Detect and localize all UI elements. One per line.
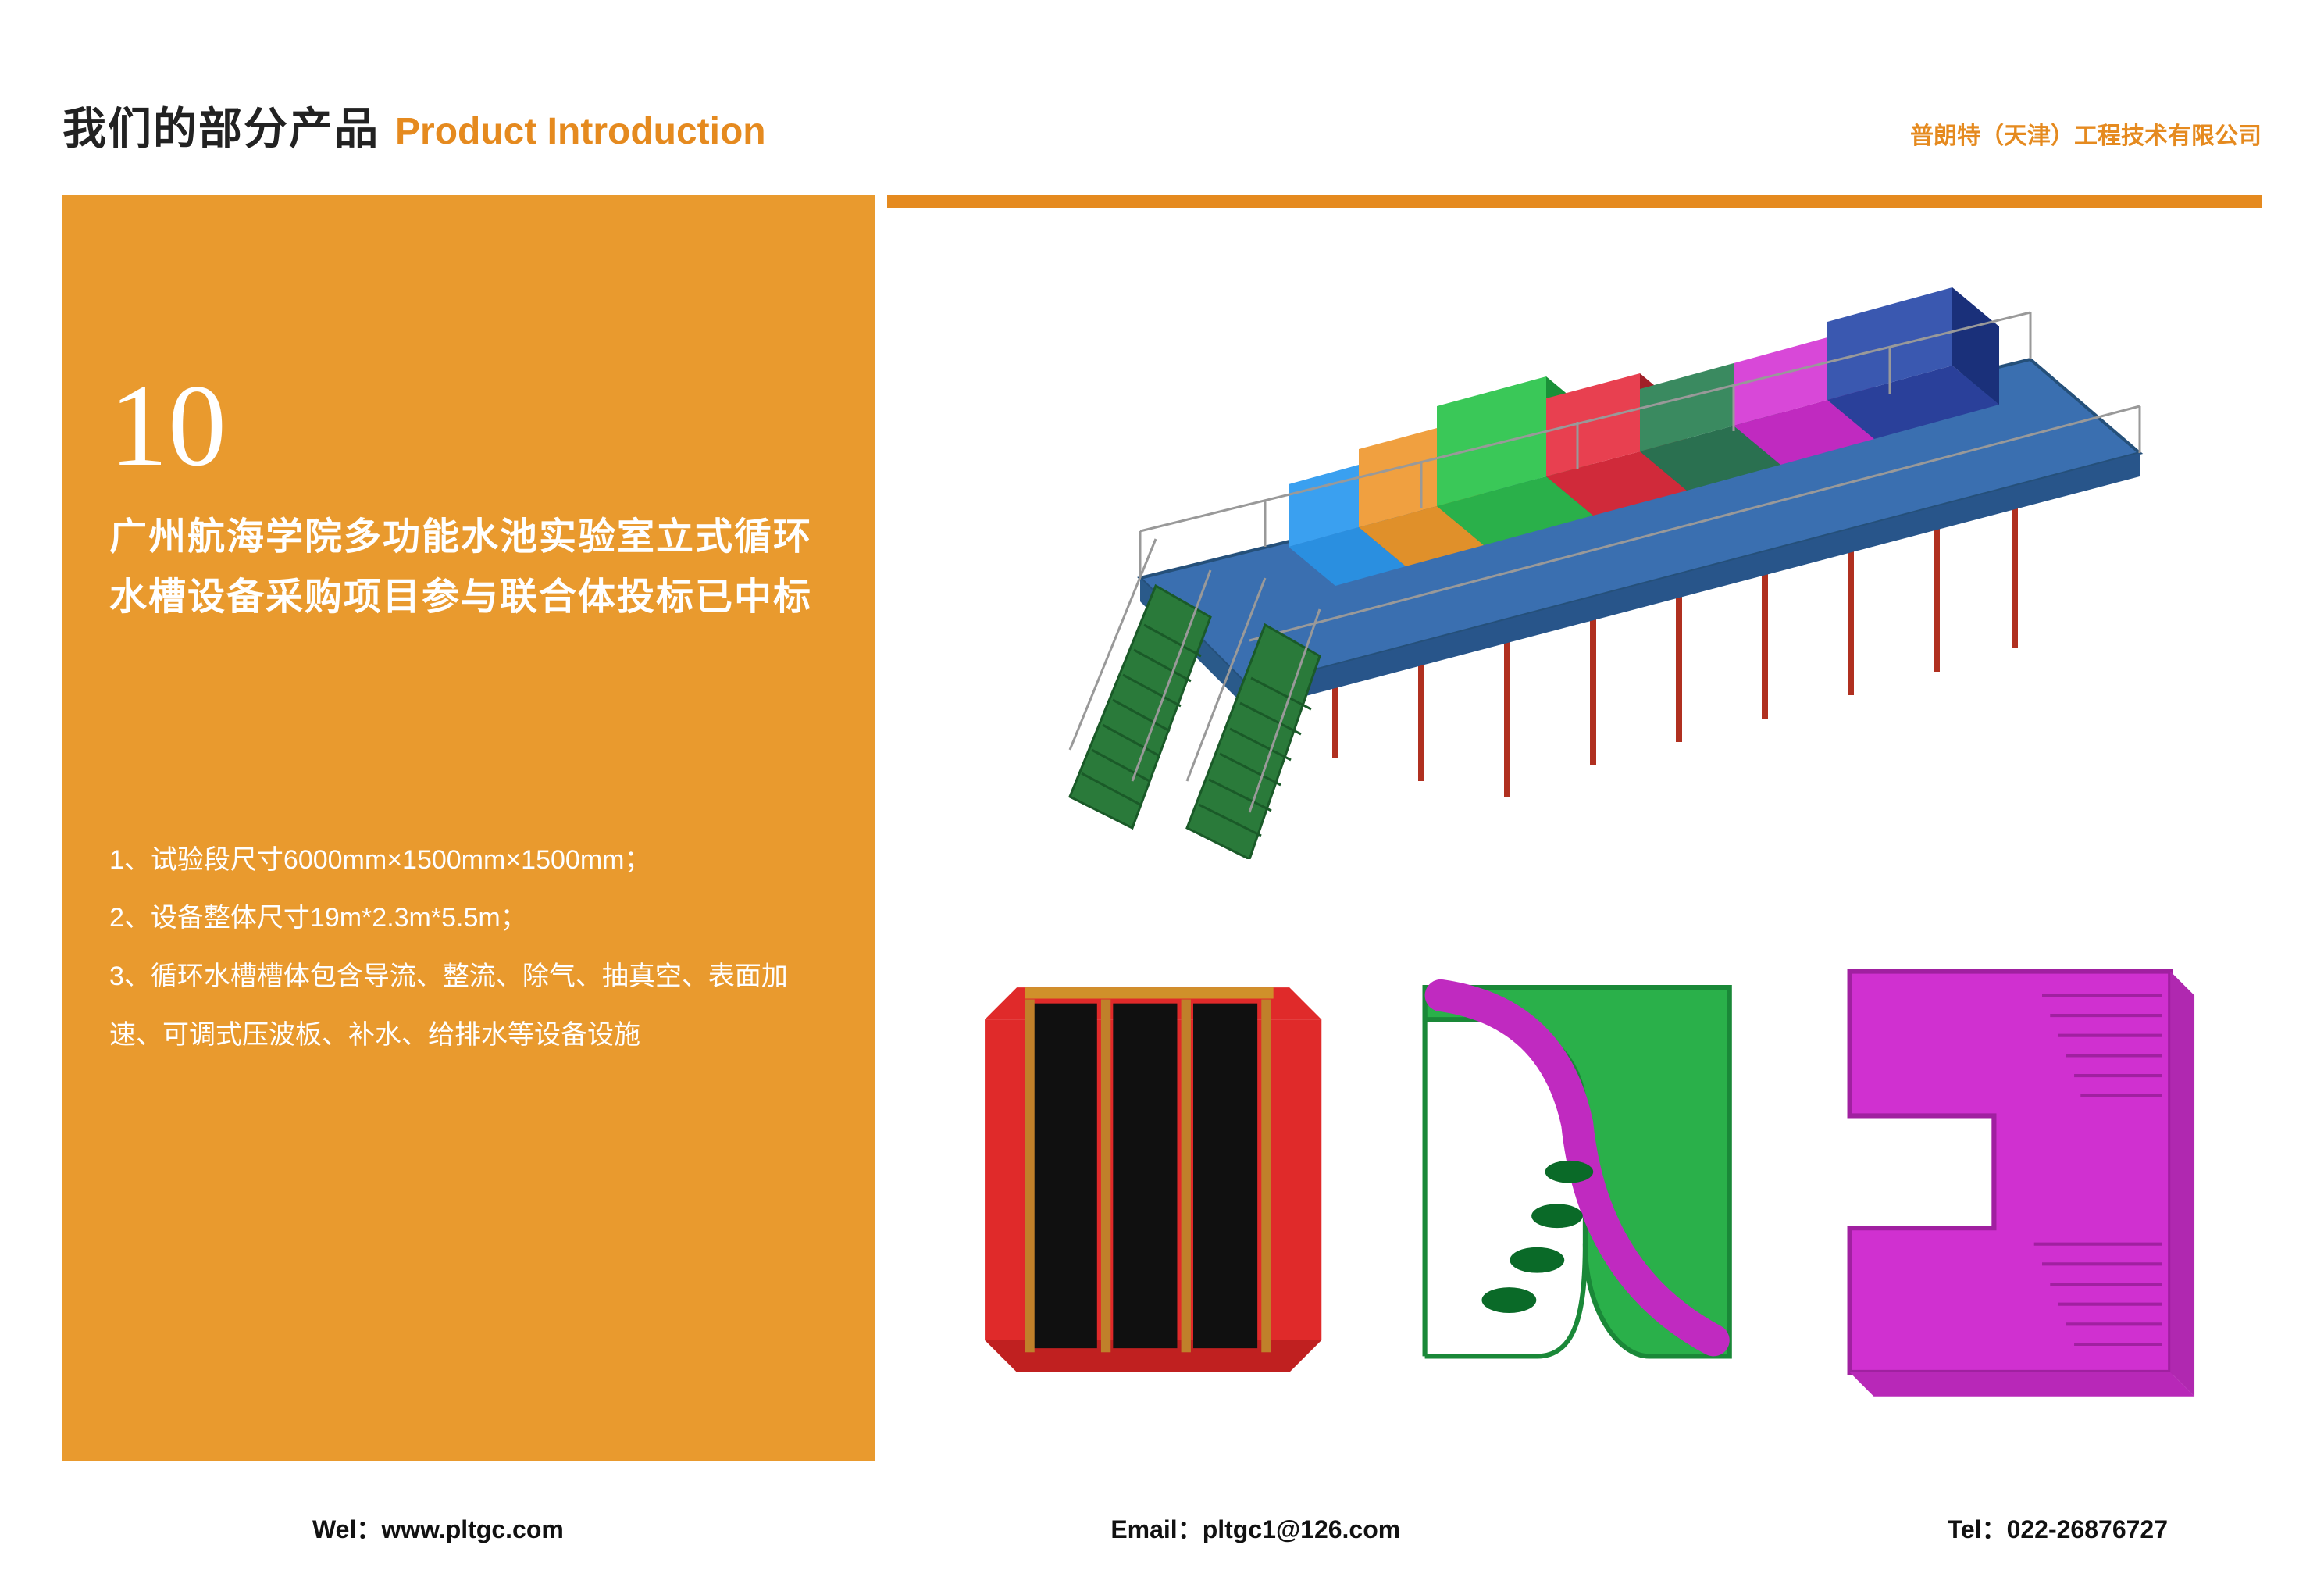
rectifier-icon <box>953 922 1353 1406</box>
detail-contraction <box>1377 922 1777 1406</box>
spec-line-3: 3、循环水槽槽体包含导流、整流、除气、抽真空、表面加速、可调式压波板、补水、给排… <box>109 947 828 1065</box>
render-area <box>906 219 2218 1437</box>
header-left: 我们的部分产品 Product Introduction <box>62 94 766 157</box>
platform-isometric-icon <box>953 250 2171 859</box>
diffuser-icon <box>1802 922 2202 1406</box>
footer: Wel：www.pltgc.com Email：pltgc1@126.com T… <box>312 1510 2168 1546</box>
web-label: Wel： <box>312 1515 381 1543</box>
footer-email: Email：pltgc1@126.com <box>1110 1510 1400 1546</box>
detail-rectifier <box>953 922 1353 1406</box>
project-panel: 10 广州航海学院多功能水池实验室立式循环水槽设备采购项目参与联合体投标已中标 … <box>62 195 875 1461</box>
header: 我们的部分产品 Product Introduction 普朗特（天津）工程技术… <box>62 94 2262 157</box>
project-number: 10 <box>109 367 828 484</box>
footer-tel: Tel：022-26876727 <box>1948 1510 2168 1546</box>
accent-bar <box>887 195 2262 208</box>
footer-web: Wel：www.pltgc.com <box>312 1510 564 1546</box>
spec-line-1: 1、试验段尺寸6000mm×1500mm×1500mm； <box>109 831 828 890</box>
detail-renders <box>953 922 2202 1406</box>
title-cn: 我们的部分产品 <box>62 94 380 157</box>
contraction-icon <box>1377 922 1777 1406</box>
company-name: 普朗特（天津）工程技术有限公司 <box>1910 116 2262 151</box>
email-label: Email： <box>1110 1515 1202 1543</box>
project-title: 广州航海学院多功能水池实验室立式循环水槽设备采购项目参与联合体投标已中标 <box>109 508 828 628</box>
tel-value: 022-26876727 <box>2007 1515 2168 1543</box>
detail-diffuser <box>1802 922 2202 1406</box>
project-specs: 1、试验段尺寸6000mm×1500mm×1500mm； 2、设备整体尺寸19m… <box>109 831 828 1065</box>
spec-line-2: 2、设备整体尺寸19m*2.3m*5.5m； <box>109 889 828 947</box>
web-value: www.pltgc.com <box>381 1515 564 1543</box>
title-en: Product Introduction <box>395 110 766 153</box>
main-cad-render <box>953 250 2171 859</box>
tel-label: Tel： <box>1948 1515 2007 1543</box>
email-value: pltgc1@126.com <box>1203 1515 1401 1543</box>
